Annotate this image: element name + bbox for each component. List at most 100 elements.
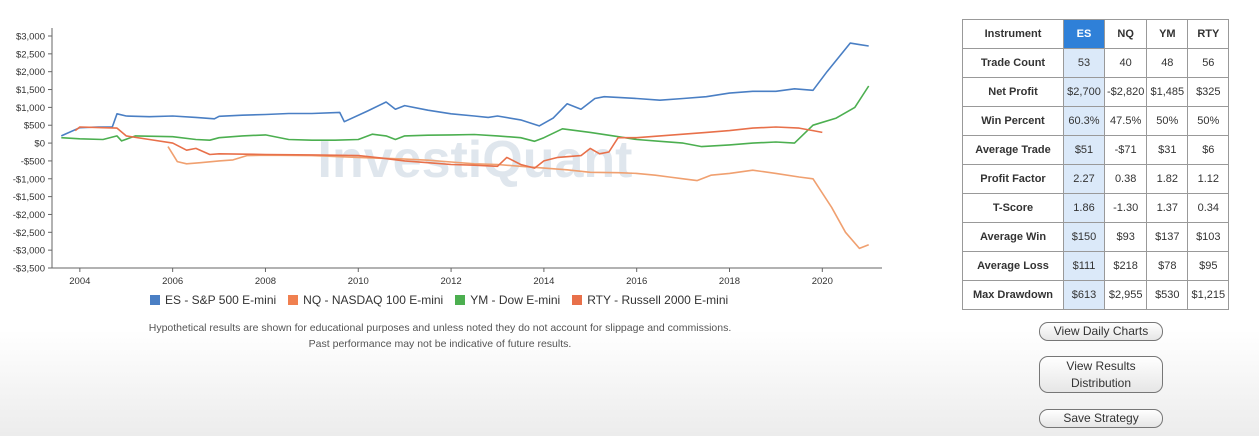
cell-nq: 0.38 [1103, 164, 1148, 194]
legend-item-ym[interactable]: YM - Dow E-mini [455, 293, 560, 307]
header-ym[interactable]: YM [1146, 19, 1189, 49]
view-daily-charts-button[interactable]: View Daily Charts [1039, 322, 1163, 341]
disclaimer: Hypothetical results are shown for educa… [60, 320, 820, 352]
y-tick-label: -$1,500 [13, 192, 45, 203]
cell-nq: $93 [1103, 222, 1148, 252]
y-axis: $3,000 $2,500 $2,000 $1,500 $1,000 $500 $0 -$50… [13, 28, 53, 275]
legend-swatch-ym [455, 295, 466, 305]
results-table: Instrument ES NQ YM RTY Trade Count 53 4… [962, 19, 1230, 310]
table-row: Average Win $150 $93 $137 $103 [962, 222, 1230, 252]
legend-swatch-nq [288, 295, 299, 305]
series-line-es [60, 42, 869, 137]
cell-es: $51 [1063, 135, 1105, 165]
header-rty[interactable]: RTY [1187, 19, 1230, 49]
cell-es: 1.86 [1063, 193, 1105, 223]
cell-ym: 1.82 [1146, 164, 1189, 194]
legend-item-nq[interactable]: NQ - NASDAQ 100 E-mini [288, 293, 443, 307]
cell-es: 2.27 [1063, 164, 1105, 194]
cell-nq: 47.5% [1103, 106, 1148, 136]
y-tick-label: $0 [34, 139, 45, 150]
x-tick-label: 2010 [348, 276, 369, 287]
cell-ym: 1.37 [1146, 193, 1189, 223]
y-tick-label: $1,000 [16, 103, 45, 114]
y-tick-label: -$3,500 [13, 264, 45, 275]
y-tick-label: $500 [24, 121, 45, 132]
cell-es: 53 [1063, 48, 1105, 78]
y-tick-label: -$1,000 [13, 174, 45, 185]
header-es[interactable]: ES [1063, 19, 1105, 49]
y-tick-label: -$3,000 [13, 246, 45, 257]
legend-label-rty: RTY - Russell 2000 E-mini [587, 293, 729, 307]
row-label: Profit Factor [962, 164, 1064, 194]
x-tick-label: 2016 [626, 276, 647, 287]
table-row: Trade Count 53 40 48 56 [962, 48, 1230, 78]
legend-swatch-es [150, 295, 160, 305]
view-results-distribution-button[interactable]: View Results Distribution [1039, 356, 1163, 393]
x-tick-label: 2012 [441, 276, 462, 287]
header-instrument: Instrument [962, 19, 1064, 49]
cell-es: $613 [1063, 280, 1105, 310]
cell-rty: $6 [1187, 135, 1230, 165]
view-results-distribution-line-1: View Results [1066, 359, 1136, 373]
table-row: Profit Factor 2.27 0.38 1.82 1.12 [962, 164, 1230, 194]
cell-es: $111 [1063, 251, 1105, 281]
table-header-row: Instrument ES NQ YM RTY [962, 19, 1230, 49]
cell-nq: -$71 [1103, 135, 1148, 165]
cell-es: $2,700 [1063, 77, 1105, 107]
y-tick-label: -$2,500 [13, 228, 45, 239]
cell-nq: 40 [1103, 48, 1148, 78]
row-label: Trade Count [962, 48, 1064, 78]
table-row: Max Drawdown $613 $2,955 $530 $1,215 [962, 280, 1230, 310]
series-line-rty [74, 126, 823, 169]
cell-nq: $2,955 [1103, 280, 1148, 310]
cell-rty: $325 [1187, 77, 1230, 107]
cell-rty: 56 [1187, 48, 1230, 78]
chart-legend: ES - S&P 500 E-mini NQ - NASDAQ 100 E-mi… [150, 293, 728, 307]
table-row: Average Trade $51 -$71 $31 $6 [962, 135, 1230, 165]
series-lines [60, 42, 870, 250]
cell-nq: -1.30 [1103, 193, 1148, 223]
save-strategy-button[interactable]: Save Strategy [1039, 409, 1163, 428]
watermark-text: InvestiQuant [318, 131, 633, 189]
cell-es: 60.3% [1063, 106, 1105, 136]
header-nq[interactable]: NQ [1103, 19, 1148, 49]
y-tick-label: -$2,000 [13, 210, 45, 221]
cell-ym: $530 [1146, 280, 1189, 310]
x-tick-label: 2020 [812, 276, 833, 287]
x-tick-label: 2004 [69, 276, 90, 287]
cell-ym: $78 [1146, 251, 1189, 281]
cell-rty: 50% [1187, 106, 1230, 136]
legend-label-es: ES - S&P 500 E-mini [165, 293, 277, 307]
legend-label-ym: YM - Dow E-mini [470, 293, 561, 307]
legend-item-es[interactable]: ES - S&P 500 E-mini [150, 293, 276, 307]
legend-label-nq: NQ - NASDAQ 100 E-mini [303, 293, 444, 307]
cell-rty: $1,215 [1187, 280, 1230, 310]
x-tick-label: 2014 [533, 276, 554, 287]
cell-ym: $1,485 [1146, 77, 1189, 107]
cell-ym: 48 [1146, 48, 1189, 78]
legend-swatch-rty [572, 295, 583, 305]
y-tick-label: $1,500 [16, 85, 45, 96]
cell-rty: $95 [1187, 251, 1230, 281]
series-line-nq [167, 146, 869, 250]
cell-rty: $103 [1187, 222, 1230, 252]
table-row: Average Loss $111 $218 $78 $95 [962, 251, 1230, 281]
table-row: Net Profit $2,700 -$2,820 $1,485 $325 [962, 77, 1230, 107]
y-tick-label: $3,000 [16, 32, 45, 43]
x-tick-label: 2006 [162, 276, 183, 287]
cell-rty: 1.12 [1187, 164, 1230, 194]
row-label: T-Score [962, 193, 1064, 223]
row-label: Average Loss [962, 251, 1064, 281]
view-results-distribution-line-2: Distribution [1070, 376, 1132, 390]
cell-ym: $137 [1146, 222, 1189, 252]
row-label: Net Profit [962, 77, 1064, 107]
table-row: T-Score 1.86 -1.30 1.37 0.34 [962, 193, 1230, 223]
table-row: Win Percent 60.3% 47.5% 50% 50% [962, 106, 1230, 136]
legend-item-rty[interactable]: RTY - Russell 2000 E-mini [572, 293, 728, 307]
cell-nq: -$2,820 [1103, 77, 1148, 107]
cell-ym: $31 [1146, 135, 1189, 165]
cell-ym: 50% [1146, 106, 1189, 136]
cell-rty: 0.34 [1187, 193, 1230, 223]
x-tick-label: 2018 [719, 276, 740, 287]
watermark-group: InvestiQuant [318, 131, 633, 189]
